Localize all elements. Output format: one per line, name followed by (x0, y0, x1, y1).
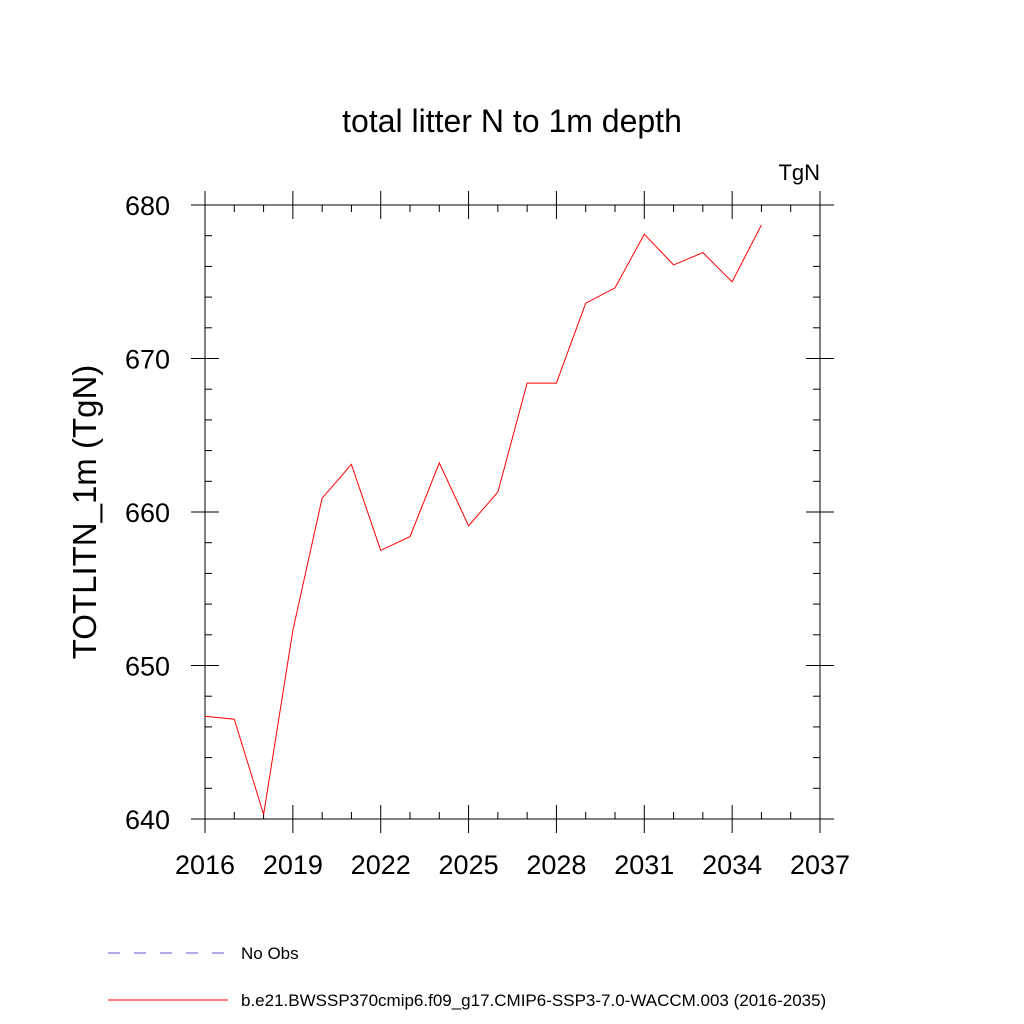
data-point (292, 629, 294, 631)
legend-label: b.e21.BWSSP370cmip6.f09_g17.CMIP6-SSP3-7… (241, 991, 826, 1010)
x-tick-label: 2025 (439, 850, 499, 880)
data-point (555, 382, 557, 384)
axis-tick-labels: 2016 2019 2022 2025 2028 2031 2034 2037 640 650 66… (125, 191, 850, 880)
plot-frame (204, 204, 821, 820)
data-point (760, 224, 762, 226)
data-point (380, 549, 382, 551)
chart-title: total litter N to 1m depth (342, 103, 682, 139)
x-tick-label: 2031 (614, 850, 674, 880)
data-point (614, 287, 616, 289)
x-tick-label: 2016 (175, 850, 235, 880)
units-label: TgN (778, 160, 820, 185)
data-point (263, 813, 265, 815)
legend: No Obs b.e21.BWSSP370cmip6.f09_g17.CMIP6-… (108, 944, 826, 1010)
y-tick-label: 660 (125, 498, 170, 528)
y-tick-label: 670 (125, 345, 170, 375)
x-tick-label: 2019 (263, 850, 323, 880)
data-point (233, 718, 235, 720)
data-point (409, 536, 411, 538)
y-tick-label: 640 (125, 805, 170, 835)
x-tick-label: 2022 (351, 850, 411, 880)
data-point (321, 497, 323, 499)
x-tick-label: 2034 (702, 850, 762, 880)
x-tick-label: 2028 (526, 850, 586, 880)
data-point (350, 463, 352, 465)
data-point (438, 462, 440, 464)
data-point (585, 302, 587, 304)
data-point (468, 525, 470, 527)
data-point (731, 281, 733, 283)
series-layer (204, 224, 762, 815)
data-point (497, 491, 499, 493)
data-point (643, 233, 645, 235)
axis-ticks (191, 191, 834, 833)
data-point (526, 382, 528, 384)
legend-label: No Obs (241, 944, 299, 963)
data-point (702, 252, 704, 254)
y-tick-label: 680 (125, 191, 170, 221)
data-point (204, 715, 206, 717)
y-axis-label: TOTLITN_1m (TgN) (66, 365, 103, 660)
data-point (673, 264, 675, 266)
series-line (204, 224, 762, 815)
x-tick-label: 2037 (790, 850, 850, 880)
y-tick-label: 650 (125, 652, 170, 682)
